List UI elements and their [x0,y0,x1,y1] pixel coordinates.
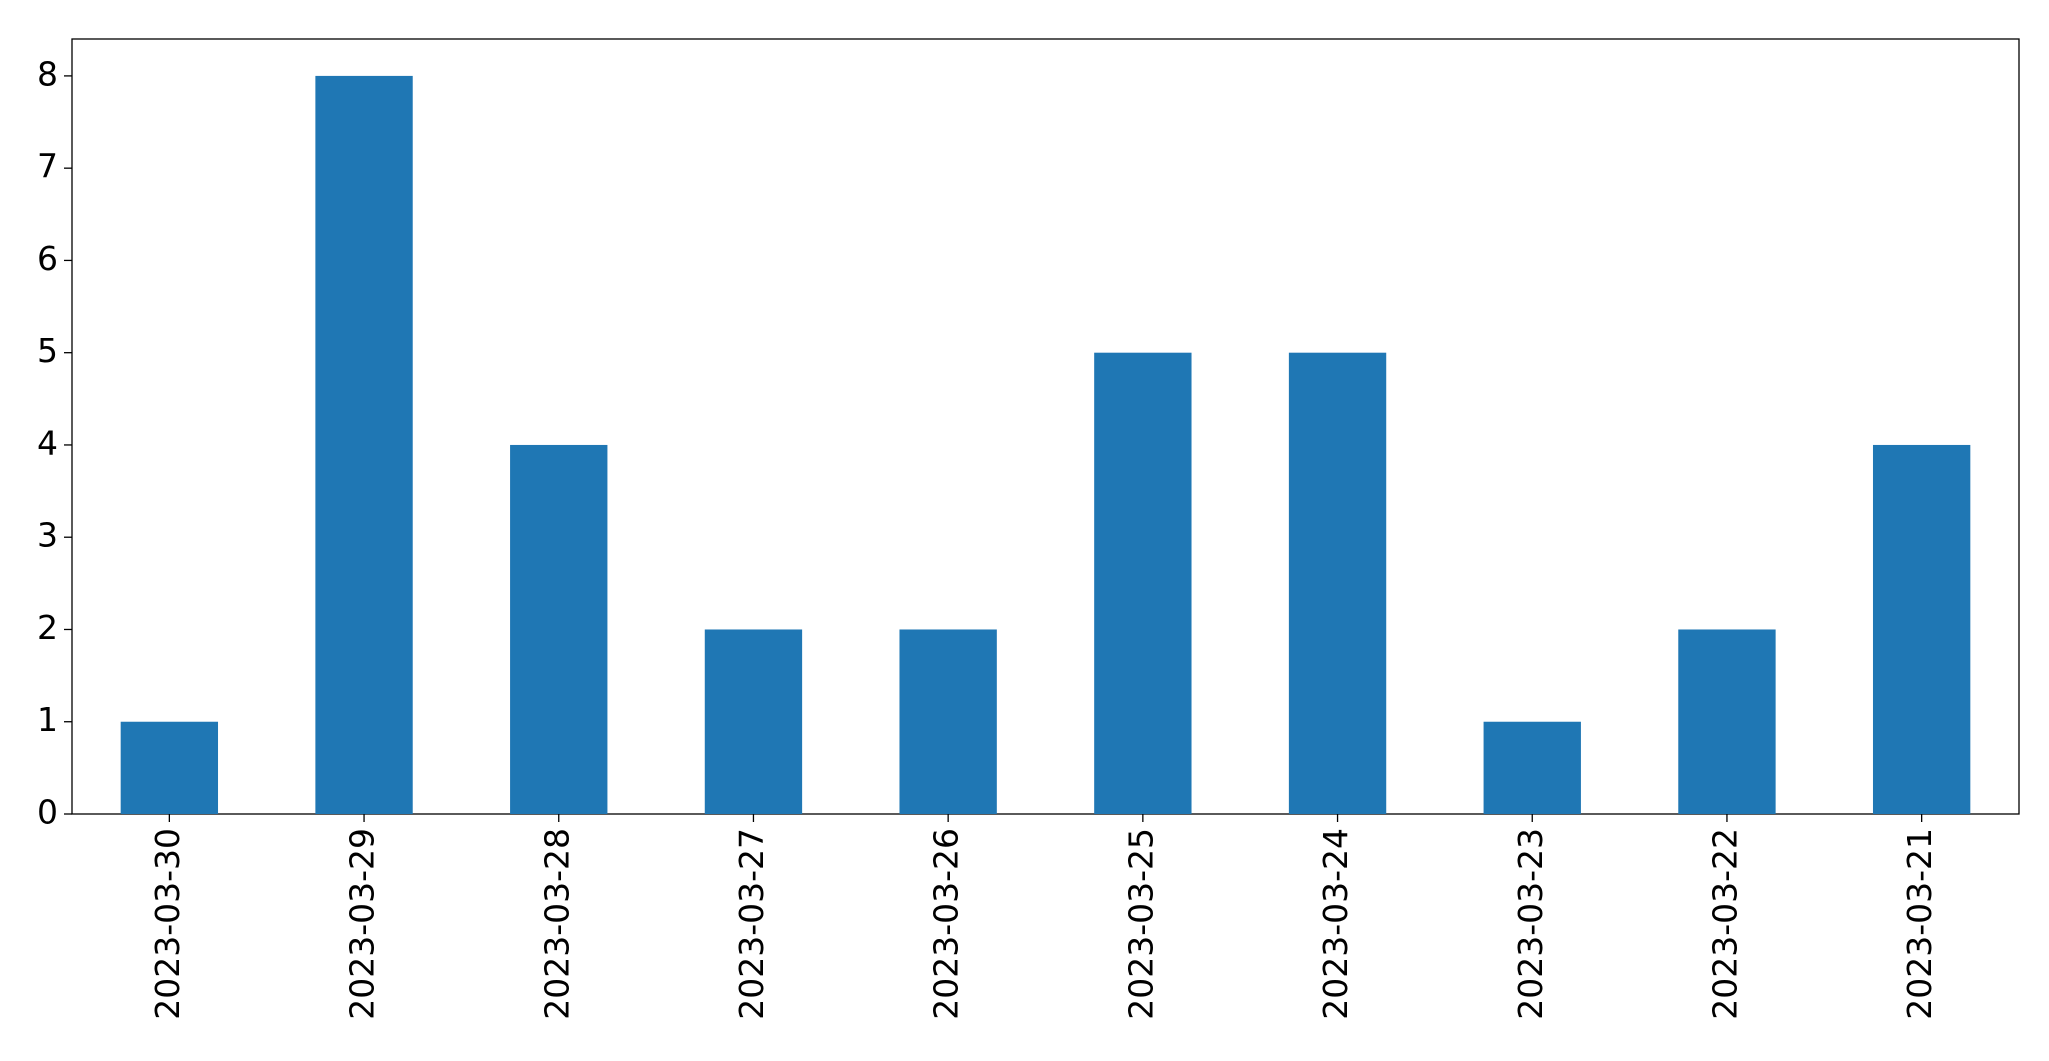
x-tick-label: 2023-03-29 [343,828,382,1020]
x-tick-label: 2023-03-21 [1900,828,1939,1020]
bar [899,629,997,814]
y-tick-label: 6 [37,239,58,278]
bar [1483,721,1581,814]
x-tick-label: 2023-03-24 [1316,828,1355,1020]
bar [510,444,608,814]
y-tick-label: 8 [37,54,58,93]
x-tick-label: 2023-03-26 [927,828,966,1020]
bar [1678,629,1776,814]
bar [1094,352,1192,814]
bar [1288,352,1387,814]
bar [120,721,219,814]
bar [704,629,803,814]
x-tick-label: 2023-03-25 [1121,828,1160,1020]
y-tick-label: 7 [37,147,58,186]
y-tick-label: 4 [37,423,58,462]
plot-frame [71,38,2020,815]
x-tick-label: 2023-03-30 [148,828,187,1020]
y-tick-label: 5 [37,331,58,370]
bar [1872,444,1971,814]
x-tick-label: 2023-03-27 [732,828,771,1020]
x-tick-label: 2023-03-22 [1705,828,1744,1020]
y-tick-label: 2 [37,608,58,647]
y-tick-label: 1 [37,700,58,739]
y-tick-label: 3 [37,516,58,555]
y-tick-label: 0 [37,793,58,832]
bar [315,75,413,814]
x-tick-label: 2023-03-28 [537,828,576,1020]
x-tick-label: 2023-03-23 [1511,828,1550,1020]
